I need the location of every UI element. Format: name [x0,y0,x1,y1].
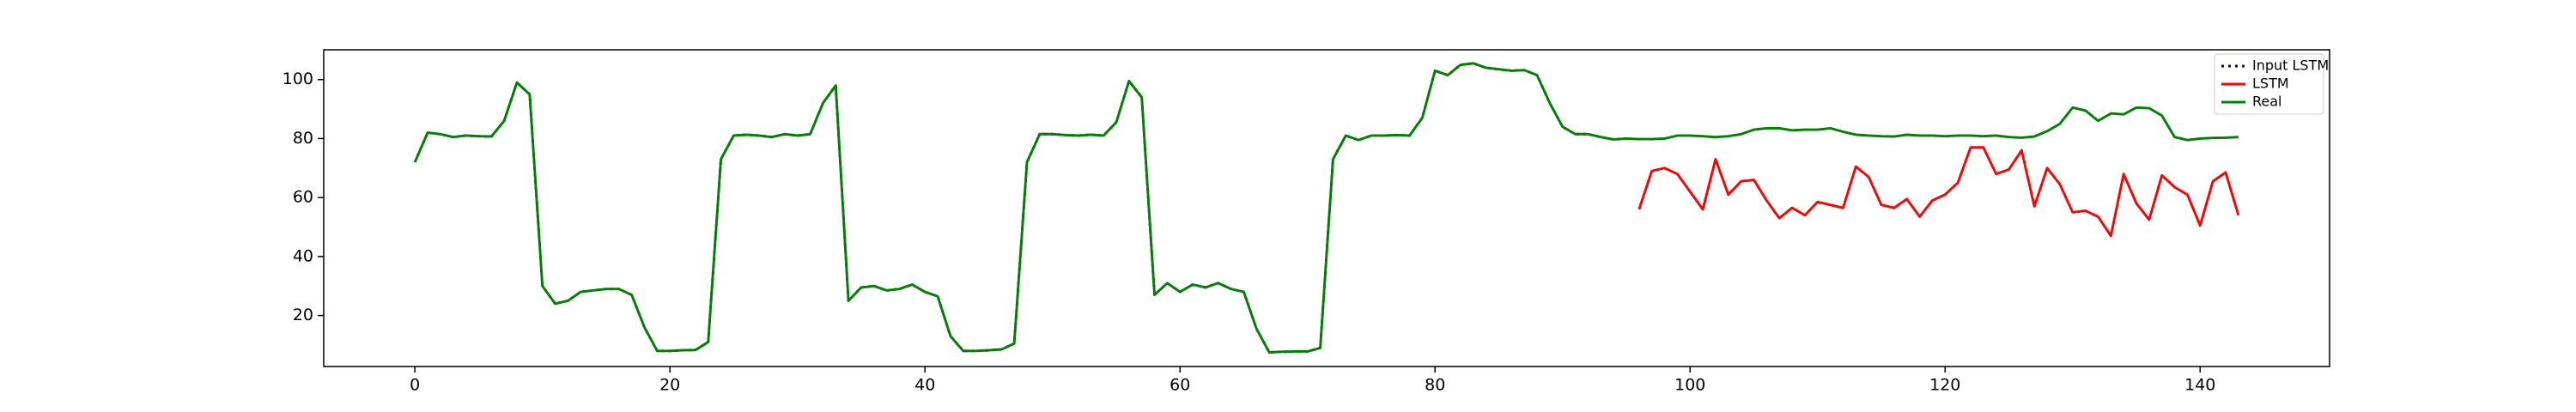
x-tick-label: 100 [1674,376,1705,395]
y-tick-label: 40 [293,246,313,265]
x-tick-label: 120 [1929,376,1960,395]
x-tick-label: 140 [2184,376,2215,395]
x-tick-label: 20 [659,376,680,395]
y-tick-label: 80 [293,129,313,148]
x-tick-label: 60 [1170,376,1190,395]
x-tick-label: 0 [410,376,420,395]
plot-frame [323,49,2330,367]
legend-label: Input LSTM [2252,58,2329,74]
legend-label: Real [2252,94,2282,110]
y-tick-label: 100 [283,70,313,88]
y-tick-label: 20 [293,306,313,324]
line-series [1637,146,2240,238]
legend-box [2214,53,2324,115]
legend-label: LSTM [2252,76,2289,92]
x-tick-label: 80 [1425,376,1445,395]
x-tick-label: 40 [914,376,935,395]
line-series [413,62,2239,354]
y-tick-label: 60 [293,188,313,207]
